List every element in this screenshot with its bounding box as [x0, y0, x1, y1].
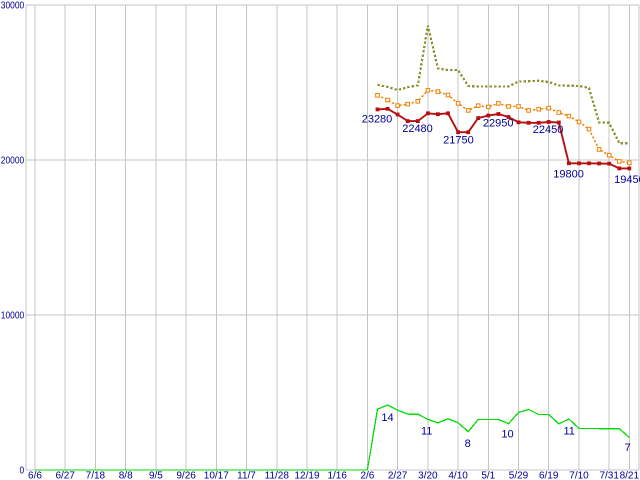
svg-text:10000: 10000 — [1, 310, 25, 321]
svg-text:5/29: 5/29 — [509, 470, 529, 480]
svg-text:14: 14 — [381, 412, 393, 424]
svg-text:7/18: 7/18 — [86, 470, 106, 480]
svg-text:2/6: 2/6 — [360, 470, 374, 480]
svg-text:11: 11 — [563, 426, 574, 438]
svg-text:1/16: 1/16 — [327, 470, 347, 480]
svg-text:19800: 19800 — [553, 169, 584, 181]
svg-text:12/19: 12/19 — [294, 470, 319, 480]
svg-text:9/5: 9/5 — [149, 470, 163, 480]
svg-text:30000: 30000 — [1, 0, 25, 11]
svg-text:23280: 23280 — [362, 113, 393, 125]
svg-text:19450: 19450 — [614, 174, 640, 186]
svg-text:22480: 22480 — [402, 123, 433, 135]
svg-text:3/20: 3/20 — [418, 470, 438, 480]
svg-text:9/26: 9/26 — [176, 470, 196, 480]
svg-text:11/28: 11/28 — [265, 470, 290, 480]
svg-text:20000: 20000 — [1, 155, 25, 166]
svg-text:6/27: 6/27 — [55, 470, 75, 480]
svg-text:6/6: 6/6 — [28, 470, 42, 480]
svg-text:0: 0 — [20, 466, 25, 477]
svg-text:21750: 21750 — [443, 135, 474, 147]
svg-text:4/10: 4/10 — [448, 470, 468, 480]
svg-text:22950: 22950 — [483, 118, 514, 130]
svg-text:5/1: 5/1 — [481, 470, 495, 480]
svg-text:7/31: 7/31 — [599, 470, 619, 480]
svg-text:11/7: 11/7 — [237, 470, 256, 480]
svg-text:7: 7 — [625, 442, 631, 454]
svg-text:8: 8 — [465, 438, 471, 450]
svg-text:10/17: 10/17 — [204, 470, 229, 480]
svg-text:22450: 22450 — [533, 124, 564, 136]
svg-text:11: 11 — [421, 426, 432, 438]
svg-text:7/10: 7/10 — [569, 470, 589, 480]
svg-text:6/19: 6/19 — [539, 470, 559, 480]
svg-text:2/27: 2/27 — [388, 470, 408, 480]
svg-text:8/21: 8/21 — [620, 470, 640, 480]
svg-text:8/8: 8/8 — [119, 470, 133, 480]
svg-text:10: 10 — [501, 429, 513, 441]
